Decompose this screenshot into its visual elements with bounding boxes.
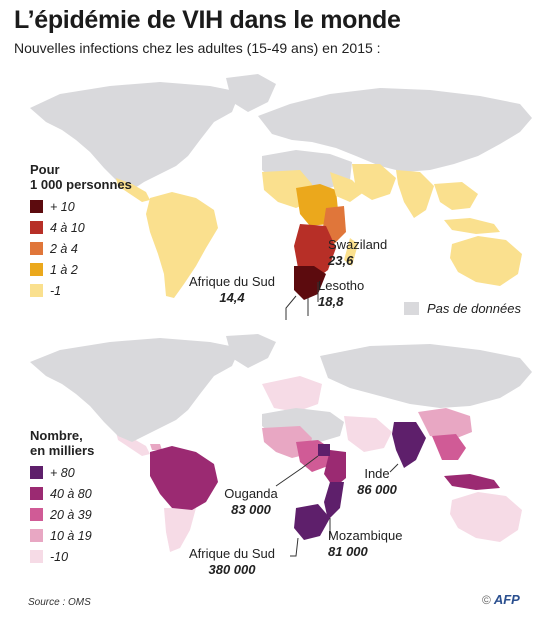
india-leader bbox=[389, 463, 399, 473]
callout-value: 81 000 bbox=[328, 544, 368, 559]
south-america-shape bbox=[146, 192, 218, 298]
southeast-asia-shape bbox=[434, 182, 478, 210]
south-america-south-shape bbox=[164, 508, 196, 552]
count-above-80 bbox=[294, 422, 426, 540]
infographic-title: L’épidémie de VIH dans le monde bbox=[14, 6, 401, 34]
north-america-shape bbox=[30, 82, 240, 190]
india-shape bbox=[392, 422, 426, 468]
russia-shape bbox=[320, 344, 532, 408]
legend-row: 40 à 80 bbox=[30, 483, 94, 504]
uganda-shape bbox=[318, 444, 330, 456]
no-data-swatch bbox=[404, 302, 419, 315]
legend-swatch bbox=[30, 200, 43, 213]
europe-shape bbox=[262, 376, 322, 412]
australia-shape bbox=[450, 236, 522, 286]
callout-value: 83 000 bbox=[231, 502, 271, 517]
callout-value: 86 000 bbox=[357, 482, 397, 497]
afp-logo: © AFP bbox=[482, 592, 520, 607]
legend-swatch bbox=[30, 284, 43, 297]
source-note: Source : OMS bbox=[28, 597, 91, 608]
callout-lesotho: Lesotho 18,8 bbox=[318, 278, 364, 310]
caribbean-shape bbox=[150, 444, 162, 450]
callout-mozambique: Mozambique 81 000 bbox=[328, 528, 402, 560]
callout-name: Mozambique bbox=[328, 528, 403, 543]
legend-swatch bbox=[30, 242, 43, 255]
count-legend-title: Nombre, en milliers bbox=[30, 428, 95, 458]
rate-legend: Pour 1 000 personnes + 10 4 à 10 2 à 4 1… bbox=[30, 162, 132, 301]
legend-row: 20 à 39 bbox=[30, 504, 94, 525]
callout-swaziland: Swaziland 23,6 bbox=[328, 237, 387, 269]
uganda-leader bbox=[275, 455, 319, 487]
greenland-shape bbox=[226, 334, 276, 368]
afp-logo-text: AFP bbox=[493, 592, 520, 607]
callout-name: Swaziland bbox=[328, 237, 388, 252]
madagascar-shape bbox=[344, 238, 358, 266]
legend-swatch bbox=[30, 529, 43, 542]
callout-name: Afrique du Sud bbox=[188, 546, 275, 561]
callout-india: Inde 86 000 bbox=[352, 466, 402, 498]
count-40-to-80 bbox=[150, 446, 500, 510]
europe-russia-shape bbox=[258, 88, 532, 172]
callout-value: 18,8 bbox=[318, 294, 344, 309]
legend-row: + 80 bbox=[30, 462, 94, 483]
count-no-data-landmass bbox=[30, 334, 532, 442]
east-africa-shape bbox=[324, 450, 346, 488]
legend-swatch bbox=[30, 466, 43, 479]
horn-of-africa-shape bbox=[330, 172, 364, 202]
legend-swatch bbox=[30, 263, 43, 276]
legend-row: 1 à 2 bbox=[30, 259, 132, 280]
central-america-shape bbox=[116, 178, 150, 202]
callout-name: Inde bbox=[364, 466, 390, 481]
australia-shape bbox=[450, 492, 522, 542]
africa-rates bbox=[262, 170, 364, 300]
north-america-shape bbox=[30, 338, 240, 442]
south-africa-leader bbox=[290, 537, 299, 557]
callout-south-africa-rate: Afrique du Sud 14,4 bbox=[180, 274, 284, 306]
legend-row: 2 à 4 bbox=[30, 238, 132, 259]
callout-name: Ouganda bbox=[224, 486, 278, 501]
callout-uganda: Ouganda 83 000 bbox=[216, 486, 286, 518]
rate-below-1 bbox=[116, 164, 522, 298]
china-shape bbox=[418, 408, 472, 440]
callout-name: Afrique du Sud bbox=[188, 274, 275, 289]
mozambique-shape bbox=[324, 482, 344, 520]
brazil-shape bbox=[150, 446, 218, 510]
world-map-count bbox=[30, 334, 532, 557]
rate-legend-title: Pour 1 000 personnes bbox=[30, 162, 132, 192]
world-map-rate bbox=[30, 74, 532, 320]
callout-value: 380 000 bbox=[208, 562, 256, 577]
legend-row: 10 à 19 bbox=[30, 525, 94, 546]
legend-swatch bbox=[30, 550, 43, 563]
leader-lines bbox=[285, 282, 319, 320]
count-legend: Nombre, en milliers + 80 40 à 80 20 à 39… bbox=[30, 428, 94, 567]
south-asia-shape bbox=[396, 170, 434, 218]
legend-swatch bbox=[30, 221, 43, 234]
no-data-label: Pas de données bbox=[427, 301, 521, 316]
callout-value: 14,4 bbox=[219, 290, 245, 305]
legend-row: -10 bbox=[30, 546, 94, 567]
greenland-shape bbox=[226, 74, 276, 112]
legend-row: + 10 bbox=[30, 196, 132, 217]
callout-name: Lesotho bbox=[318, 278, 365, 293]
middle-east-shape bbox=[344, 416, 392, 452]
indonesia-shape bbox=[444, 218, 500, 234]
south-africa-leader bbox=[285, 295, 297, 320]
copyright-symbol: © bbox=[482, 593, 491, 607]
southeast-asia-shape bbox=[432, 434, 466, 460]
south-africa-shape bbox=[294, 504, 330, 540]
no-data-legend: Pas de données bbox=[404, 301, 521, 316]
legend-row: -1 bbox=[30, 280, 132, 301]
callout-south-africa-count: Afrique du Sud 380 000 bbox=[180, 546, 284, 578]
legend-swatch bbox=[30, 508, 43, 521]
callout-value: 23,6 bbox=[328, 253, 354, 268]
legend-swatch bbox=[30, 487, 43, 500]
infographic-subtitle: Nouvelles infections chez les adultes (1… bbox=[14, 40, 381, 56]
indonesia-shape bbox=[444, 474, 500, 490]
legend-row: 4 à 10 bbox=[30, 217, 132, 238]
count-leader-lines bbox=[275, 455, 399, 557]
